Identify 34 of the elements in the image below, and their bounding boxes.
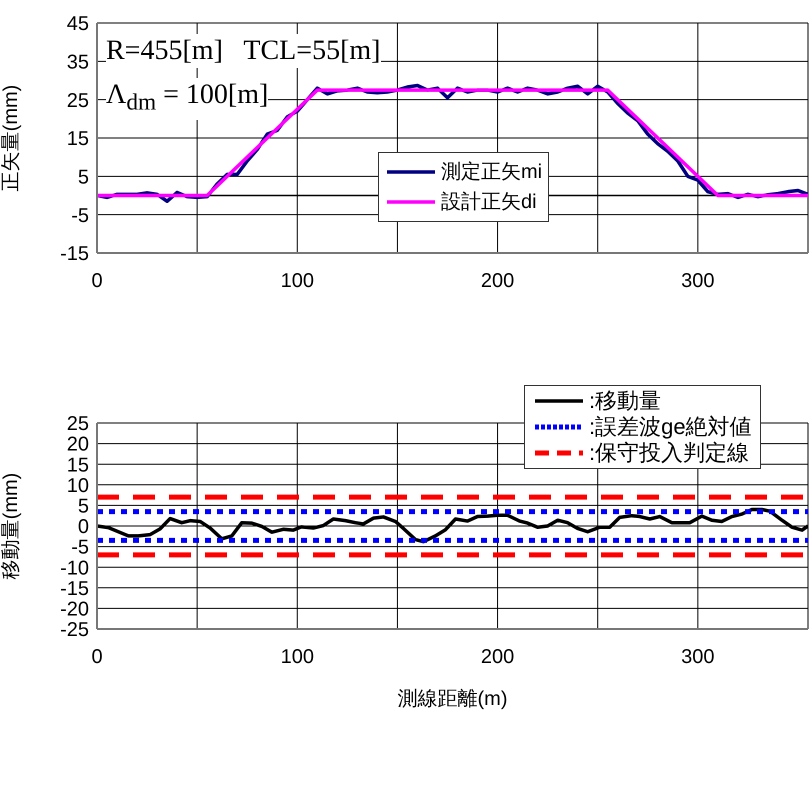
legend-label: :移動量 (589, 388, 662, 414)
y-tick-label: 5 (78, 166, 89, 188)
y-tick-label: 5 (78, 496, 89, 518)
y-axis-title: 移動量(mm) (0, 472, 22, 580)
y-tick-label: 35 (66, 51, 89, 74)
y-tick-label: 0 (78, 516, 89, 538)
y-tick-label: 20 (66, 434, 89, 456)
legend-label: 測定正矢mi (441, 160, 542, 185)
y-tick-label: 15 (66, 454, 89, 476)
y-tick-label: 25 (66, 413, 89, 436)
y-tick-label: 10 (66, 474, 89, 497)
y-tick-label: -15 (60, 578, 89, 600)
x-tick-label: 100 (280, 646, 314, 668)
x-axis-title: 測線距離(m) (398, 688, 508, 710)
y-tick-label: -5 (71, 204, 89, 227)
y-tick-label: 25 (66, 90, 89, 112)
legend-label: 設計正矢di (441, 190, 537, 215)
y-tick-label: -20 (60, 598, 89, 620)
annotation: Λ$_{dm}$ = 100[m] (106, 78, 268, 120)
y-tick-label: -10 (60, 557, 89, 580)
y-tick-label: 45 (66, 13, 89, 36)
legend-label: :誤差波ge絶対値 (589, 414, 752, 440)
legend-label: :保守投入判定線 (589, 440, 750, 466)
x-tick-label: 200 (480, 270, 514, 292)
y-tick-label: -5 (71, 536, 89, 559)
y-tick-label: 15 (66, 128, 89, 150)
x-tick-label: 200 (480, 646, 514, 668)
y-tick-label: -25 (60, 619, 89, 642)
x-tick-label: 100 (280, 270, 314, 292)
annotation: R=455[m] TCL=55[m] (106, 34, 380, 68)
y-tick-label: -15 (60, 243, 89, 266)
x-tick-label: 300 (681, 646, 715, 668)
x-tick-label: 300 (681, 270, 715, 292)
y-axis-title: 正矢量(mm) (0, 84, 22, 192)
